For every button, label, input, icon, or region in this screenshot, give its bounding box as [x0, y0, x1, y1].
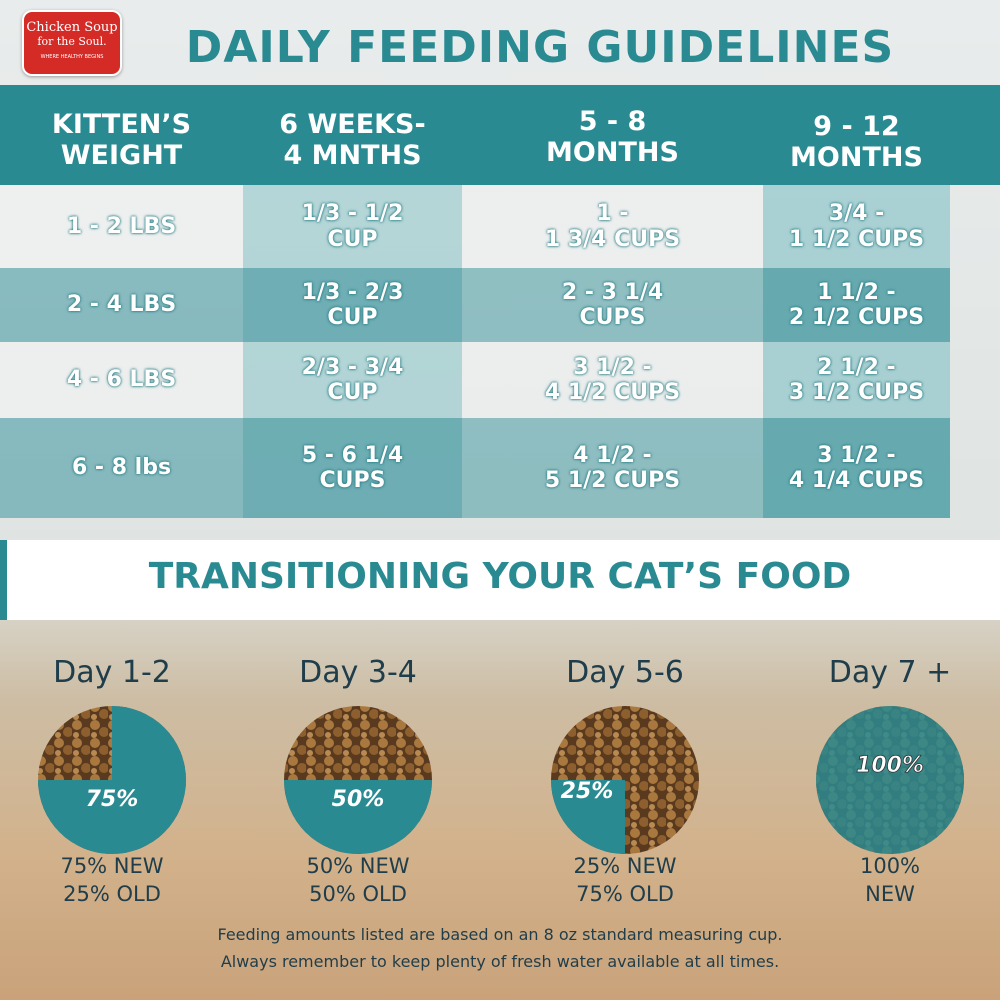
- section-band: [0, 540, 1000, 620]
- table-cell: 4 1/2 - 5 1/2 CUPS: [462, 418, 763, 518]
- table-cell: 3 1/2 - 4 1/4 CUPS: [763, 418, 950, 518]
- day-caption: 25% NEW 75% OLD: [573, 854, 677, 907]
- table-cell: 3 1/2 - 4 1/2 CUPS: [462, 342, 763, 418]
- pie-label: 100%: [856, 753, 924, 778]
- table-header-cell: 6 WEEKS- 4 MNTHS: [279, 108, 426, 171]
- new-share: [284, 780, 432, 854]
- table-cell: 1/3 - 1/2 CUP: [243, 185, 462, 268]
- table-cell: 1/3 - 2/3 CUP: [243, 268, 462, 342]
- table-cell: 4 - 6 LBS: [0, 342, 243, 418]
- pie-label: 25%: [561, 779, 614, 804]
- table-cell: 1 - 2 LBS: [0, 185, 243, 268]
- logo-tagline: WHERE HEALTHY BEGINS: [40, 54, 104, 60]
- table-cell: 2 - 4 LBS: [0, 268, 243, 342]
- day-label: Day 7 +: [828, 655, 952, 690]
- day-caption: 100% NEW: [859, 854, 921, 907]
- new-share: [38, 706, 186, 854]
- title: DAILY FEEDING GUIDELINES: [185, 22, 895, 73]
- table-cell: 2/3 - 3/4 CUP: [243, 342, 462, 418]
- table-header-cell: 5 - 8 MONTHS: [546, 105, 679, 168]
- table-header-cell: KITTEN’S WEIGHT: [51, 108, 192, 171]
- footer-line: Always remember to keep plenty of fresh …: [220, 952, 780, 971]
- day-label: Day 1-2: [53, 655, 171, 690]
- pie-label: 50%: [332, 787, 385, 812]
- logo-line: for the Soul.: [37, 35, 107, 48]
- table-cell: 2 1/2 - 3 1/2 CUPS: [763, 342, 950, 418]
- day-label: Day 5-6: [566, 655, 684, 690]
- table-header-band: [0, 85, 1000, 185]
- table-cell: 2 - 3 1/4 CUPS: [462, 268, 763, 342]
- footer-line: Feeding amounts listed are based on an 8…: [217, 925, 783, 944]
- new-share: [551, 780, 625, 854]
- table-cell: 5 - 6 1/4 CUPS: [243, 418, 462, 518]
- day-label: Day 3-4: [299, 655, 417, 690]
- day-caption: 50% NEW 50% OLD: [306, 854, 410, 907]
- table-cell: 6 - 8 lbs: [0, 418, 243, 518]
- table-cell: 1 - 1 3/4 CUPS: [462, 185, 763, 268]
- table-cell: 3/4 - 1 1/2 CUPS: [763, 185, 950, 268]
- section-title: TRANSITIONING YOUR CAT’S FOOD: [148, 556, 852, 597]
- table-header-cell: 9 - 12 MONTHS: [790, 110, 923, 173]
- day-caption: 75% NEW 25% OLD: [60, 854, 164, 907]
- table-cell: 1 1/2 - 2 1/2 CUPS: [763, 268, 950, 342]
- logo-line: Chicken Soup: [26, 20, 118, 35]
- new-share: [816, 706, 964, 854]
- pie-label: 75%: [86, 787, 139, 812]
- logo: Chicken Soup for the Soul. WHERE HEALTHY…: [22, 10, 122, 76]
